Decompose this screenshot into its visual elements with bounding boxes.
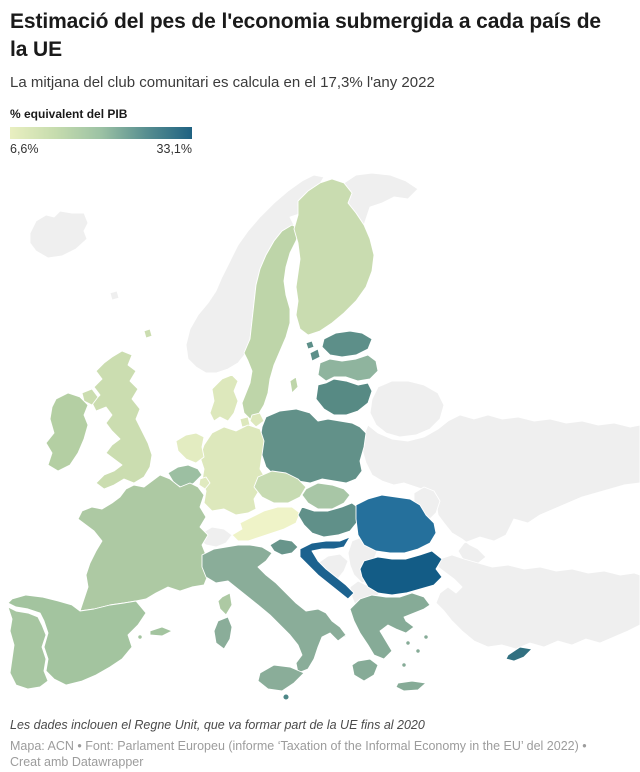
island-zealand[interactable]: [249, 412, 265, 428]
page-subtitle: La mitjana del club comunitari es calcul…: [10, 73, 435, 91]
country-italy[interactable]: [201, 544, 347, 674]
island-shetland[interactable]: [143, 328, 153, 339]
island-funen[interactable]: [239, 416, 251, 428]
europe-map-svg: [7, 172, 640, 701]
island-sardinia[interactable]: [213, 616, 233, 650]
island-aegean-1[interactable]: [405, 640, 411, 646]
country-poland[interactable]: [259, 408, 367, 484]
country-finland[interactable]: [293, 178, 375, 336]
peninsula-peloponnese[interactable]: [351, 658, 379, 682]
country-croatia[interactable]: [299, 536, 355, 600]
country-iceland: [29, 210, 89, 259]
country-ireland[interactable]: [45, 392, 89, 472]
choropleth-map: [0, 172, 640, 716]
region-northern-ireland[interactable]: [81, 388, 99, 406]
country-czechia[interactable]: [253, 470, 307, 504]
island-aegean-4[interactable]: [401, 662, 407, 668]
country-romania[interactable]: [355, 494, 437, 554]
legend-label: % equivalent del PIB: [10, 107, 128, 122]
island-mallorca[interactable]: [149, 626, 173, 637]
country-denmark[interactable]: [209, 374, 239, 422]
country-hungary[interactable]: [297, 502, 361, 538]
island-gotland[interactable]: [289, 376, 299, 394]
country-sweden[interactable]: [241, 224, 301, 420]
country-france[interactable]: [77, 474, 209, 612]
footnote: Les dades inclouen el Regne Unit, que va…: [10, 718, 425, 733]
legend-min-label: 6,6%: [10, 142, 39, 157]
legend-gradient-bar: [10, 127, 192, 140]
country-cyprus[interactable]: [505, 646, 533, 662]
island-corsica[interactable]: [217, 592, 233, 616]
country-belarus: [369, 380, 445, 438]
country-netherlands[interactable]: [175, 432, 205, 464]
country-slovakia[interactable]: [301, 482, 351, 510]
country-malta[interactable]: [282, 693, 290, 701]
country-luxembourg[interactable]: [198, 476, 211, 490]
country-portugal[interactable]: [7, 606, 49, 690]
island-saaremaa[interactable]: [309, 348, 321, 362]
country-faroe-islands: [109, 290, 120, 301]
country-bulgaria[interactable]: [359, 550, 443, 596]
country-turkey: [435, 554, 640, 650]
country-spain[interactable]: [7, 594, 147, 686]
island-sicily[interactable]: [257, 664, 305, 692]
country-lithuania[interactable]: [315, 378, 373, 416]
island-crete[interactable]: [395, 680, 427, 692]
source-credits: Mapa: ACN • Font: Parlament Europeu (inf…: [10, 738, 587, 770]
country-germany[interactable]: [199, 424, 267, 516]
island-hiiumaa[interactable]: [305, 340, 315, 350]
country-greece[interactable]: [349, 592, 431, 660]
legend-max-label: 33,1%: [156, 142, 192, 157]
country-latvia[interactable]: [317, 354, 379, 382]
page-title: Estimació del pes de l'economia submergi…: [10, 10, 602, 61]
island-aegean-2[interactable]: [415, 648, 421, 654]
country-united-kingdom[interactable]: [91, 350, 153, 490]
island-aegean-3[interactable]: [423, 634, 429, 640]
island-ibiza[interactable]: [137, 634, 143, 640]
country-estonia[interactable]: [321, 330, 373, 358]
country-slovenia[interactable]: [269, 538, 299, 556]
color-legend: % equivalent del PIB 6,6% 33,1%: [10, 107, 630, 156]
